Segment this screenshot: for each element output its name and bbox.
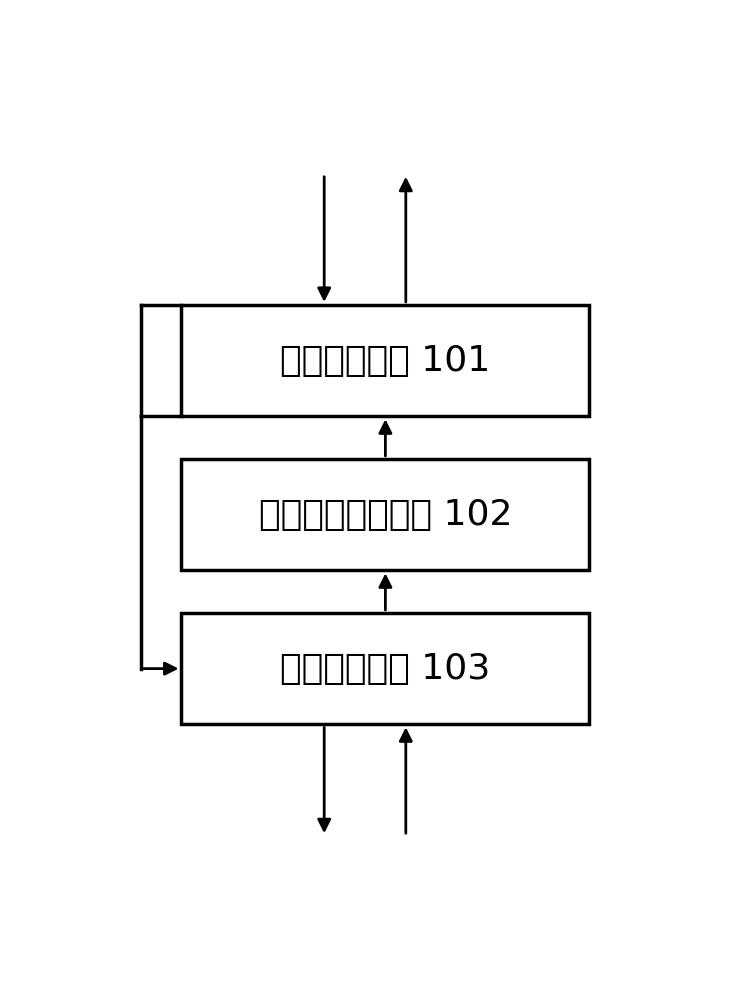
Bar xyxy=(181,459,590,570)
Bar xyxy=(181,613,590,724)
Text: 收发参数设置模块 102: 收发参数设置模块 102 xyxy=(259,498,512,532)
Bar xyxy=(181,305,590,416)
Text: 无线通信模块 103: 无线通信模块 103 xyxy=(280,652,490,686)
Text: 微波收发模块 101: 微波收发模块 101 xyxy=(280,344,490,378)
